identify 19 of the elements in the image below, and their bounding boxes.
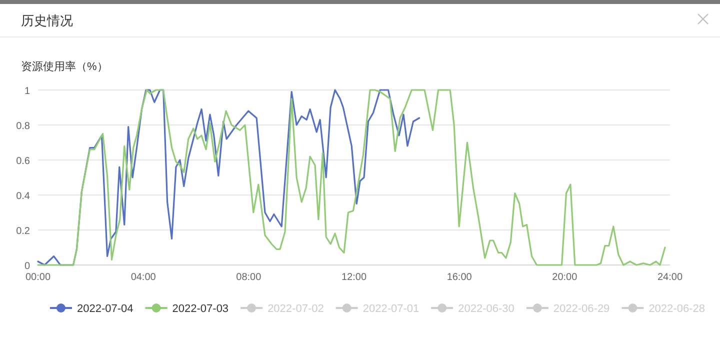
chart-title: 历史情况 <box>21 13 73 28</box>
x-tick-label: 20:00 <box>552 272 578 283</box>
line-series <box>37 89 666 266</box>
y-tick-label: 0.8 <box>16 121 30 132</box>
x-tick-label: 08:00 <box>236 272 262 283</box>
x-tick-label: 16:00 <box>446 272 472 283</box>
x-tick-label: 24:00 <box>657 272 683 283</box>
y-tick-label: 0.6 <box>16 156 30 167</box>
x-tick-label: 04:00 <box>130 272 156 283</box>
y-tick-label: 1 <box>24 86 30 97</box>
y-tick-label: 0.4 <box>16 191 30 202</box>
line-series <box>37 89 420 266</box>
y-axis-title: 资源使用率（%） <box>21 60 108 73</box>
x-tick-label: 12:00 <box>341 272 367 283</box>
x-tick-label: 00:00 <box>25 272 51 283</box>
legend-label: 2022-07-03 <box>172 303 229 315</box>
y-tick-label: 0 <box>24 261 30 272</box>
legend-label: 2022-07-04 <box>77 303 134 315</box>
y-tick-label: 0.2 <box>16 226 30 237</box>
